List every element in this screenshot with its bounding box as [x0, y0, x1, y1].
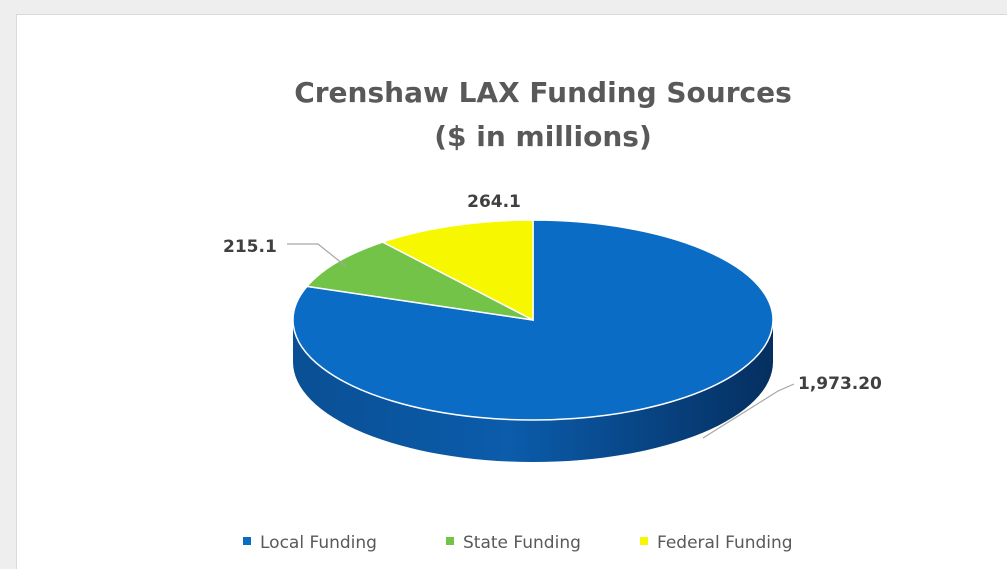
- pie-side-wall: [293, 320, 773, 462]
- legend-label-state-funding: State Funding: [463, 533, 581, 553]
- legend: Local Funding State Funding Federal Fund…: [243, 533, 793, 553]
- leader-line-local-funding: [702, 383, 795, 439]
- data-label-federal-funding: 264.1: [467, 192, 521, 212]
- legend-swatch-local-funding: [243, 537, 251, 545]
- pie-side-local-funding: [293, 320, 773, 462]
- leader-line-state-funding: [287, 243, 346, 267]
- pie-slice-federal-funding: [380, 219, 534, 322]
- chart-title: Crenshaw LAX Funding Sources: [294, 76, 792, 109]
- pie-slices: [292, 219, 774, 421]
- legend-label-local-funding: Local Funding: [260, 533, 377, 553]
- legend-swatch-state-funding: [446, 537, 454, 545]
- data-label-local-funding: 1,973.20: [798, 374, 882, 394]
- pie-slice-state-funding: [305, 241, 534, 321]
- leader-lines: [287, 243, 795, 439]
- legend-label-federal-funding: Federal Funding: [657, 533, 793, 553]
- legend-swatch-federal-funding: [640, 537, 648, 545]
- chart-subtitle: ($ in millions): [434, 120, 652, 153]
- data-label-state-funding: 215.1: [223, 237, 277, 257]
